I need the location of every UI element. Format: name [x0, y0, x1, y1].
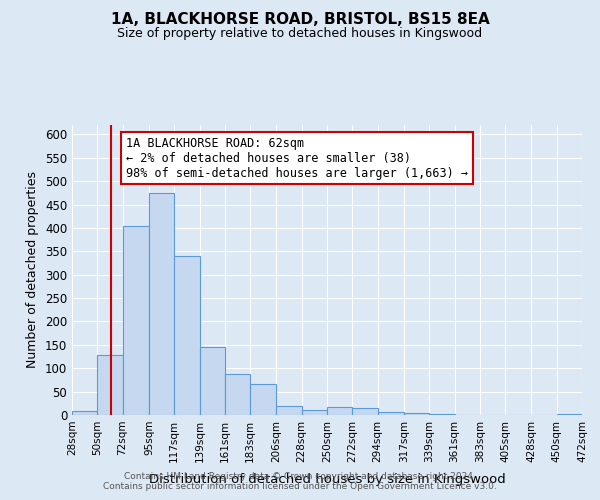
- Bar: [97, 355, 122, 415]
- Bar: [149, 193, 174, 415]
- Text: Size of property relative to detached houses in Kingswood: Size of property relative to detached ho…: [118, 28, 482, 40]
- Y-axis label: Number of detached properties: Number of detached properties: [26, 172, 40, 368]
- Bar: [174, 256, 199, 415]
- Bar: [557, 414, 582, 415]
- Bar: [352, 408, 377, 415]
- Text: 1A BLACKHORSE ROAD: 62sqm
← 2% of detached houses are smaller (38)
98% of semi-d: 1A BLACKHORSE ROAD: 62sqm ← 2% of detach…: [126, 136, 468, 180]
- Bar: [225, 374, 250, 415]
- Text: Contains public sector information licensed under the Open Government Licence v3: Contains public sector information licen…: [103, 482, 497, 491]
- Bar: [404, 413, 429, 415]
- Bar: [122, 226, 149, 415]
- Text: 1A, BLACKHORSE ROAD, BRISTOL, BS15 8EA: 1A, BLACKHORSE ROAD, BRISTOL, BS15 8EA: [110, 12, 490, 28]
- Text: Contains HM Land Registry data © Crown copyright and database right 2024.: Contains HM Land Registry data © Crown c…: [124, 472, 476, 481]
- X-axis label: Distribution of detached houses by size in Kingswood: Distribution of detached houses by size …: [149, 473, 505, 486]
- Bar: [327, 407, 352, 415]
- Bar: [302, 410, 327, 415]
- Bar: [199, 347, 225, 415]
- Bar: [250, 384, 277, 415]
- Bar: [429, 414, 455, 415]
- Bar: [377, 412, 404, 415]
- Bar: [277, 406, 302, 415]
- Bar: [72, 412, 97, 415]
